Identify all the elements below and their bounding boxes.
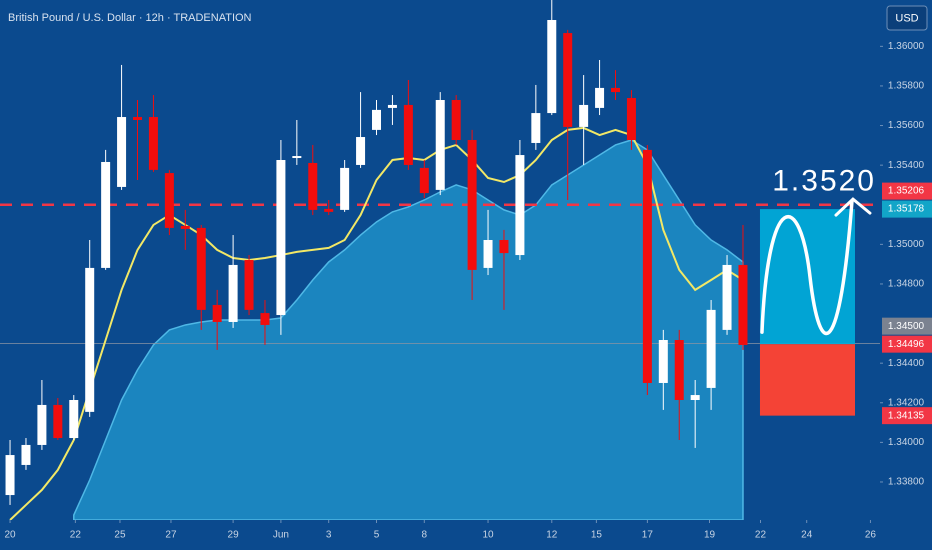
candle-body xyxy=(228,264,238,322)
candle-body xyxy=(690,395,700,400)
y-tick-label: 1.34000 xyxy=(888,437,925,448)
candle-body xyxy=(53,404,63,439)
price-tag-label: 1.34135 xyxy=(888,410,925,421)
price-tag xyxy=(882,407,932,425)
candle-body xyxy=(579,104,589,127)
price-tag-label: 1.35206 xyxy=(888,186,925,197)
moving-average xyxy=(9,126,744,521)
candle-body xyxy=(706,309,716,388)
candle-body xyxy=(658,340,668,383)
price-axis xyxy=(880,0,932,550)
candle-body xyxy=(595,87,605,108)
candle-body xyxy=(642,149,652,383)
candle-body xyxy=(5,455,15,496)
candle-body xyxy=(356,137,366,165)
candle-body xyxy=(37,404,47,445)
x-tick-label: 24 xyxy=(801,530,813,541)
candle-body xyxy=(340,167,350,210)
price-tag xyxy=(882,182,932,200)
y-tick-label: 1.35800 xyxy=(888,81,925,92)
target-zone xyxy=(759,209,855,345)
x-tick-label: 22 xyxy=(755,530,767,541)
target-label: 1.3520 xyxy=(772,165,876,198)
y-tick-label: 1.36000 xyxy=(888,41,925,52)
candle-body xyxy=(563,33,573,127)
candle-body xyxy=(499,240,509,254)
candle-body xyxy=(483,240,493,268)
candle-body xyxy=(547,20,557,114)
x-tick-label: 5 xyxy=(374,530,380,541)
currency-label: USD xyxy=(895,12,918,24)
x-tick-label: 19 xyxy=(704,530,716,541)
candle-body xyxy=(244,260,254,310)
candle-body xyxy=(435,100,445,190)
candle-body xyxy=(722,264,732,330)
x-tick-label: 27 xyxy=(165,530,177,541)
candle-body xyxy=(21,444,31,465)
currency-button[interactable] xyxy=(886,5,928,31)
y-tick-label: 1.34800 xyxy=(888,279,925,290)
x-tick-label: 8 xyxy=(422,530,428,541)
x-tick-label: 29 xyxy=(228,530,240,541)
candle-body xyxy=(101,161,111,268)
price-tag xyxy=(882,335,932,353)
candle-body xyxy=(276,160,286,316)
x-tick-label: 26 xyxy=(865,530,877,541)
x-tick-label: 20 xyxy=(4,530,16,541)
candle-body xyxy=(372,109,382,130)
candle-body xyxy=(467,140,477,270)
candle-body xyxy=(515,155,525,256)
price-tag-label: 1.34496 xyxy=(888,339,925,350)
time-axis xyxy=(0,520,880,550)
candle-body xyxy=(212,304,222,322)
price-tag xyxy=(882,200,932,218)
candle-body xyxy=(324,208,334,212)
x-tick-label: Jun xyxy=(273,530,289,541)
candle-body xyxy=(164,173,174,228)
candle-body xyxy=(308,162,318,210)
price-tag xyxy=(882,317,932,335)
y-tick-label: 1.35400 xyxy=(888,160,925,171)
price-tag-label: 1.35178 xyxy=(888,204,925,215)
x-tick-label: 15 xyxy=(591,530,603,541)
candle-body xyxy=(611,87,621,93)
candle-body xyxy=(451,100,461,140)
candle-body xyxy=(133,117,143,120)
candle-body xyxy=(196,227,206,310)
projection-curve xyxy=(760,199,854,336)
x-tick-label: 12 xyxy=(546,530,558,541)
x-tick-label: 10 xyxy=(482,530,494,541)
candle-body xyxy=(387,104,397,108)
x-tick-label: 25 xyxy=(114,530,126,541)
candle-body xyxy=(419,167,429,194)
candle-body xyxy=(403,104,413,165)
candle-body xyxy=(69,400,79,439)
price-tag-label: 1.34500 xyxy=(888,321,925,332)
candle-body xyxy=(148,117,158,170)
y-tick-label: 1.35000 xyxy=(888,239,925,250)
y-tick-label: 1.34200 xyxy=(888,397,925,408)
x-tick-label: 22 xyxy=(70,530,82,541)
area xyxy=(73,139,744,521)
candle-body xyxy=(260,313,270,325)
y-tick-label: 1.35600 xyxy=(888,120,925,131)
candle-body xyxy=(292,156,302,159)
candle-body xyxy=(531,113,541,143)
candle-body xyxy=(626,98,636,140)
stop-zone xyxy=(759,344,855,416)
candle-body xyxy=(738,264,748,345)
candle-body xyxy=(85,267,95,412)
y-tick-label: 1.33800 xyxy=(888,477,925,488)
candle-body xyxy=(180,225,190,229)
candle-body xyxy=(117,117,127,187)
candle-body xyxy=(674,340,684,400)
x-tick-label: 17 xyxy=(642,530,654,541)
x-tick-label: 3 xyxy=(326,530,332,541)
chart-title: British Pound / U.S. Dollar · 12h · TRAD… xyxy=(8,12,252,24)
projection-arrowhead xyxy=(834,197,872,217)
y-tick-label: 1.34400 xyxy=(888,358,925,369)
